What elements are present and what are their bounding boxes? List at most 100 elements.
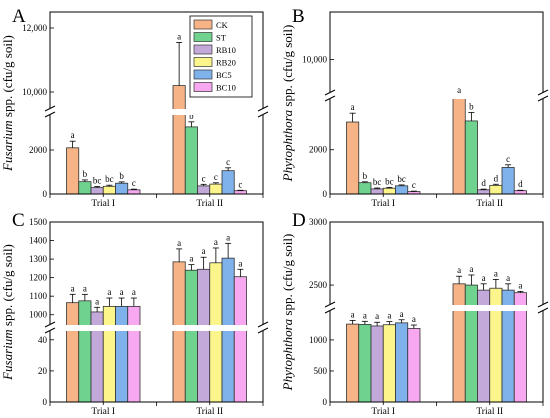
- bar-RB10-Trial-II: [197, 268, 211, 403]
- y-axis-label-genus: Fusarium: [0, 329, 15, 381]
- legend-label-ST: ST: [216, 33, 227, 43]
- bar-BC5-Trial-I: [395, 185, 409, 195]
- significance-letter: d: [518, 179, 523, 189]
- panel-letter: D: [292, 210, 306, 231]
- significance-letter: a: [351, 102, 355, 112]
- legend-label-RB10: RB10: [216, 45, 236, 55]
- significance-letter: a: [189, 254, 193, 264]
- significance-letter: a: [457, 85, 461, 95]
- y-axis-label: Fusarium spp. (cfu/g soil): [0, 35, 15, 172]
- bar-RB10-Trial-I: [90, 187, 104, 195]
- axis-break-mark: [44, 105, 56, 112]
- significance-letter: c: [506, 154, 510, 164]
- x-tick-label: Trial I: [91, 199, 115, 209]
- y-axis-label-unit: spp. (cfu/g soil): [280, 25, 295, 110]
- significance-letter: a: [177, 238, 181, 248]
- y-tick-label: 0: [43, 397, 48, 407]
- bar-ST-Trial-II: [464, 284, 478, 403]
- axis-break-mark: [44, 321, 56, 328]
- axis-break-mark: [537, 95, 549, 102]
- legend: CK ST RB10 RB20 BC5 BC10: [189, 15, 253, 98]
- significance-letter: a: [83, 283, 87, 293]
- x-tick-label: Trial II: [476, 199, 503, 209]
- axis-break-mark: [324, 89, 336, 96]
- significance-letter: a: [363, 310, 367, 320]
- x-tick-label: Trial I: [371, 407, 395, 417]
- bar-RB20-Trial-II: [489, 184, 503, 195]
- bar-BC10-Trial-I: [127, 189, 141, 195]
- axis-break-mark: [324, 95, 336, 102]
- y-axis-label: Phytophthora spp. (cfu/g soil): [280, 25, 295, 183]
- axis-break-band: [324, 305, 549, 311]
- bar-BC10-Trial-I: [127, 305, 141, 403]
- bar-RB20-Trial-I: [382, 187, 396, 195]
- axis-break-mark: [257, 321, 269, 328]
- bar-ST-Trial-I: [78, 300, 92, 403]
- significance-letter: bc: [385, 176, 394, 186]
- significance-letter: c: [214, 172, 218, 182]
- legend-label-BC5: BC5: [216, 70, 232, 80]
- axis-break-mark: [324, 301, 336, 308]
- y-tick-label: 0: [43, 189, 48, 199]
- legend-swatch-CK: [193, 19, 213, 30]
- panel-letter: A: [12, 6, 26, 27]
- significance-letter: a: [202, 246, 206, 256]
- y-tick-label: 40: [38, 335, 48, 345]
- significance-letter: a: [107, 287, 111, 297]
- bar-ST-Trial-I: [358, 182, 372, 195]
- significance-letter: a: [132, 287, 136, 297]
- y-tick-label: 1500: [29, 217, 48, 227]
- significance-letter: b: [83, 169, 88, 179]
- bar-CK-Trial-I: [346, 121, 360, 195]
- y-tick-label: 2500: [309, 280, 328, 290]
- legend-swatch-BC5: [193, 69, 213, 80]
- axis-break-mark: [44, 111, 56, 118]
- bar-CK-Trial-I: [66, 147, 80, 195]
- significance-letter: a: [412, 314, 416, 324]
- significance-letter: c: [202, 173, 206, 183]
- significance-letter: bc: [93, 176, 102, 186]
- bar-ST-Trial-I: [78, 181, 92, 195]
- y-axis-label: Phytophthora spp. (cfu/g soil): [280, 234, 295, 392]
- panel-letter: C: [12, 210, 25, 231]
- x-tick-label: Trial II: [196, 199, 223, 209]
- significance-letter: a: [177, 31, 181, 41]
- y-tick-label: 0: [323, 189, 328, 199]
- bar-CK-Trial-II: [172, 261, 186, 403]
- bar-CK-Trial-II: [452, 95, 466, 195]
- bar-CK-Trial-I: [346, 323, 360, 403]
- significance-letter: a: [387, 311, 391, 321]
- significance-letter: b: [119, 171, 124, 181]
- significance-letter: a: [71, 130, 75, 140]
- significance-letter: c: [132, 178, 136, 188]
- significance-letter: a: [226, 232, 230, 242]
- axis-break-mark: [537, 89, 549, 96]
- bar-RB10-Trial-I: [370, 325, 384, 403]
- axis-break-band: [324, 93, 549, 99]
- y-tick-label: 10,000: [22, 87, 47, 97]
- bar-CK-Trial-II: [172, 85, 186, 195]
- significance-letter: a: [214, 237, 218, 247]
- y-axis-label-unit: spp. (cfu/g soil): [0, 35, 15, 120]
- bar-BC5-Trial-I: [115, 182, 129, 195]
- bar-CK-Trial-I: [66, 302, 80, 403]
- bar-CK-Trial-II: [452, 283, 466, 403]
- axis-break-band: [44, 325, 269, 331]
- bar-RB10-Trial-II: [477, 189, 491, 195]
- significance-letter: a: [506, 273, 510, 283]
- x-tick-label: Trial I: [91, 407, 115, 417]
- bar-RB20-Trial-I: [102, 185, 116, 195]
- axis-break-mark: [257, 111, 269, 118]
- bar-BC5-Trial-II: [221, 170, 235, 195]
- y-tick-label: 1400: [29, 236, 48, 246]
- significance-letter: a: [95, 296, 99, 306]
- axis-break-band: [44, 109, 269, 115]
- bar-RB10-Trial-I: [370, 188, 384, 195]
- significance-letter: a: [120, 287, 124, 297]
- x-tick-label: Trial II: [196, 407, 223, 417]
- legend-swatch-RB10: [193, 44, 213, 55]
- significance-letter: bc: [397, 174, 406, 184]
